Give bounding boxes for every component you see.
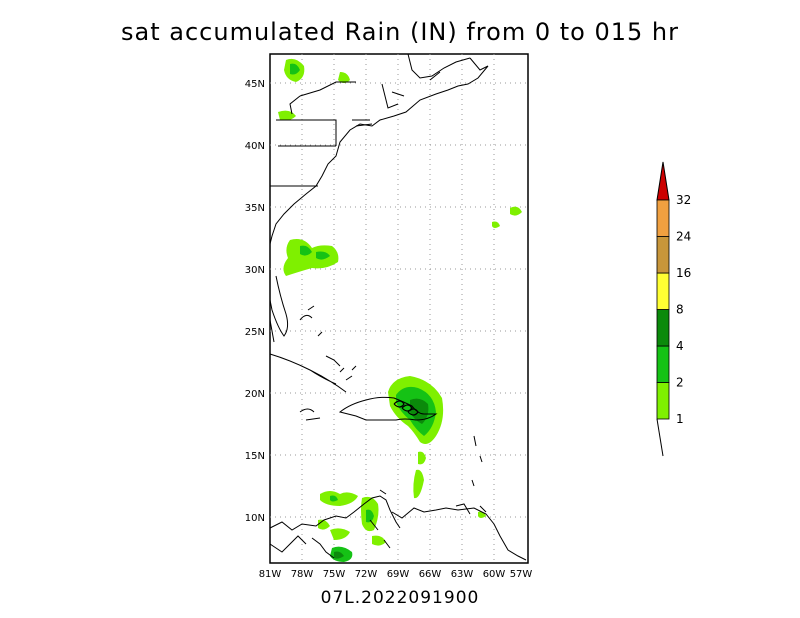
latitude-labels: 45N 40N 35N 30N 25N 20N 15N 10N [245, 79, 265, 524]
rain-patches [278, 58, 522, 562]
colorbar-swatch [656, 199, 670, 237]
map-title: sat accumulated Rain (IN) from 0 to 015 … [121, 18, 679, 46]
lon-label: 81W [259, 569, 282, 580]
lat-label: 10N [245, 513, 265, 524]
lon-label: 75W [323, 569, 346, 580]
colorbar-swatch [656, 382, 670, 420]
grid-lines [270, 54, 528, 563]
colorbar-label: 32 [676, 193, 691, 207]
colorbar-swatch [656, 272, 670, 310]
lon-label: 78W [291, 569, 314, 580]
rain-patch-hurricane-eye [410, 398, 429, 424]
colorbar-label: 24 [676, 230, 691, 244]
hurricane-track [393, 400, 419, 416]
colorbar-swatch [656, 236, 670, 274]
map-frame [269, 53, 529, 564]
lon-label: 60W [483, 569, 506, 580]
lat-label: 40N [245, 141, 265, 152]
lat-label: 20N [245, 389, 265, 400]
lon-label: 69W [387, 569, 410, 580]
colorbar-label: 8 [676, 303, 684, 317]
colorbar-min-tail [656, 418, 664, 457]
lat-label: 30N [245, 265, 265, 276]
colorbar-label: 16 [676, 266, 691, 280]
lon-label: 72W [355, 569, 378, 580]
lat-label: 45N [245, 79, 265, 90]
lon-label: 57W [510, 569, 533, 580]
colorbar-label: 1 [676, 412, 684, 426]
lat-label: 15N [245, 451, 265, 462]
lon-label: 66W [419, 569, 442, 580]
colorbar-swatch [656, 309, 670, 347]
lat-label: 25N [245, 327, 265, 338]
colorbar-label: 4 [676, 339, 684, 353]
lat-label: 35N [245, 203, 265, 214]
storm-run-id: 07L.2022091900 [320, 588, 480, 608]
longitude-labels: 81W 78W 75W 72W 69W 66W 63W 60W 57W [259, 569, 533, 580]
colorbar-label: 2 [676, 376, 684, 390]
lon-label: 63W [451, 569, 474, 580]
coastlines [269, 53, 527, 561]
colorbar-max-triangle [656, 161, 670, 201]
colorbar-swatch [656, 345, 670, 383]
